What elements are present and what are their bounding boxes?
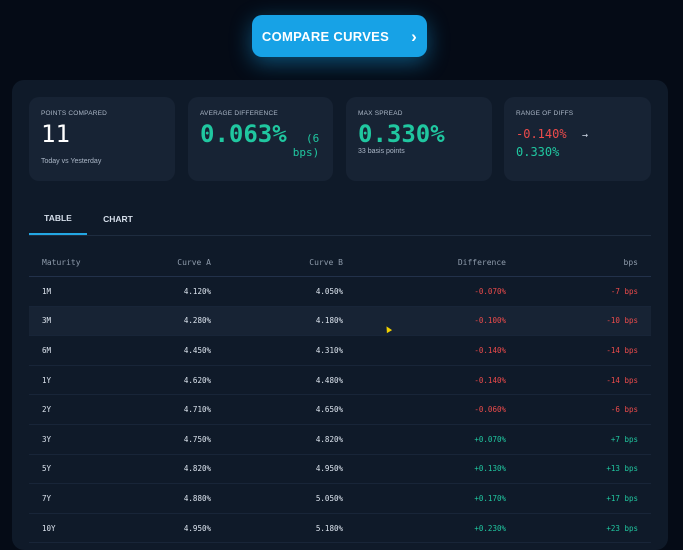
maturity-cell: 5Y: [42, 464, 52, 474]
curve-b-cell: 4.650%: [315, 405, 343, 415]
curve-b-cell: 4.820%: [315, 434, 343, 444]
table-row[interactable]: 10Y 4.950% 5.180% +0.230% +23 bps: [29, 514, 651, 544]
range-of-diffs-card: RANGE OF DIFFS -0.140% → 0.330%: [504, 97, 651, 181]
table-row[interactable]: 6M 4.450% 4.310% -0.140% -14 bps: [29, 336, 651, 366]
table-row[interactable]: 1M 4.120% 4.050% -0.070% -7 bps: [29, 277, 651, 307]
compare-curves-label: COMPARE CURVES: [261, 28, 390, 44]
difference-cell: -0.140%: [474, 345, 506, 355]
compare-curves-button[interactable]: COMPARE CURVES ›: [252, 15, 427, 57]
maturity-cell: 3Y: [42, 434, 52, 444]
average-difference-value: 0.063%: [200, 120, 287, 148]
curve-b-cell: 4.050%: [315, 286, 343, 296]
average-difference-bps: (6 bps): [293, 132, 320, 160]
bps-cell: -10 bps: [606, 316, 638, 326]
curve-a-cell: 4.750%: [183, 434, 211, 444]
card-label: MAX SPREAD: [358, 110, 403, 117]
points-compared-card: POINTS COMPARED 11 Today vs Yesterday: [29, 97, 175, 181]
curve-b-cell: 5.050%: [315, 493, 343, 503]
curve-a-cell: 4.950%: [183, 523, 211, 533]
difference-cell: +0.170%: [474, 493, 506, 503]
header-bps: bps: [623, 257, 638, 267]
card-label: RANGE OF DIFFS: [516, 110, 574, 117]
table-header: Maturity Curve A Curve B Difference bps: [29, 248, 651, 277]
table-row[interactable]: 1Y 4.620% 4.480% -0.140% -14 bps: [29, 366, 651, 396]
difference-cell: -0.060%: [474, 405, 506, 415]
bps-close: bps): [292, 146, 320, 159]
table-row[interactable]: 5Y 4.820% 4.950% +0.130% +13 bps: [29, 455, 651, 485]
curve-a-cell: 4.120%: [183, 286, 211, 296]
bps-cell: +7 bps: [610, 434, 638, 444]
max-spread-sub: 33 basis points: [358, 148, 405, 155]
maturity-cell: 1Y: [42, 375, 52, 385]
curve-a-cell: 4.620%: [183, 375, 211, 385]
bps-cell: +13 bps: [606, 464, 638, 474]
curve-a-cell: 4.880%: [183, 493, 211, 503]
comparison-table: Maturity Curve A Curve B Difference bps …: [29, 248, 651, 544]
difference-cell: -0.100%: [474, 316, 506, 326]
table-row[interactable]: 3M 4.280% 4.180% -0.100% -10 bps: [29, 306, 651, 337]
header-curve-b: Curve B: [309, 257, 343, 267]
curve-a-cell: 4.450%: [183, 345, 211, 355]
bps-open: (6: [305, 132, 320, 145]
points-compared-value: 11: [41, 120, 70, 148]
max-spread-card: MAX SPREAD 0.330% 33 basis points: [346, 97, 492, 181]
maturity-cell: 1M: [42, 286, 52, 296]
arrow-right-icon: →: [581, 130, 588, 141]
maturity-cell: 2Y: [42, 405, 52, 415]
range-values: -0.140% → 0.330%: [516, 126, 639, 161]
card-label: AVERAGE DIFFERENCE: [200, 110, 278, 117]
points-compared-sub: Today vs Yesterday: [41, 158, 102, 165]
bps-cell: -14 bps: [606, 345, 638, 355]
curve-a-cell: 4.280%: [183, 316, 211, 326]
tab-table[interactable]: TABLE: [29, 203, 87, 235]
maturity-cell: 6M: [42, 345, 52, 355]
tab-chart[interactable]: CHART: [103, 213, 133, 224]
chevron-right-icon: ›: [411, 26, 418, 46]
average-difference-card: AVERAGE DIFFERENCE 0.063% (6 bps): [188, 97, 333, 181]
range-max: 0.330%: [516, 145, 560, 159]
curve-b-cell: 4.950%: [315, 464, 343, 474]
curve-b-cell: 4.180%: [315, 316, 343, 326]
maturity-cell: 10Y: [42, 523, 56, 533]
difference-cell: +0.230%: [474, 523, 506, 533]
bps-cell: +23 bps: [606, 523, 638, 533]
curve-b-cell: 5.180%: [315, 523, 343, 533]
table-row[interactable]: 3Y 4.750% 4.820% +0.070% +7 bps: [29, 425, 651, 455]
table-row[interactable]: 7Y 4.880% 5.050% +0.170% +17 bps: [29, 484, 651, 514]
bps-cell: -7 bps: [610, 286, 638, 296]
results-panel: POINTS COMPARED 11 Today vs Yesterday AV…: [12, 80, 668, 550]
view-tabs: TABLE CHART: [29, 203, 651, 236]
curve-a-cell: 4.710%: [183, 405, 211, 415]
max-spread-value: 0.330%: [358, 120, 445, 148]
curve-b-cell: 4.310%: [315, 345, 343, 355]
header-difference: Difference: [457, 257, 506, 267]
difference-cell: +0.130%: [474, 464, 506, 474]
range-min: -0.140%: [516, 127, 567, 141]
maturity-cell: 3M: [42, 316, 52, 326]
table-row[interactable]: 2Y 4.710% 4.650% -0.060% -6 bps: [29, 395, 651, 425]
difference-cell: -0.070%: [474, 286, 506, 296]
bps-cell: -14 bps: [606, 375, 638, 385]
bps-cell: +17 bps: [606, 493, 638, 503]
header-curve-a: Curve A: [177, 257, 211, 267]
difference-cell: -0.140%: [474, 375, 506, 385]
difference-cell: +0.070%: [474, 434, 506, 444]
maturity-cell: 7Y: [42, 493, 52, 503]
curve-b-cell: 4.480%: [315, 375, 343, 385]
card-label: POINTS COMPARED: [41, 110, 108, 117]
bps-cell: -6 bps: [610, 405, 638, 415]
curve-a-cell: 4.820%: [183, 464, 211, 474]
header-maturity: Maturity: [42, 257, 81, 267]
